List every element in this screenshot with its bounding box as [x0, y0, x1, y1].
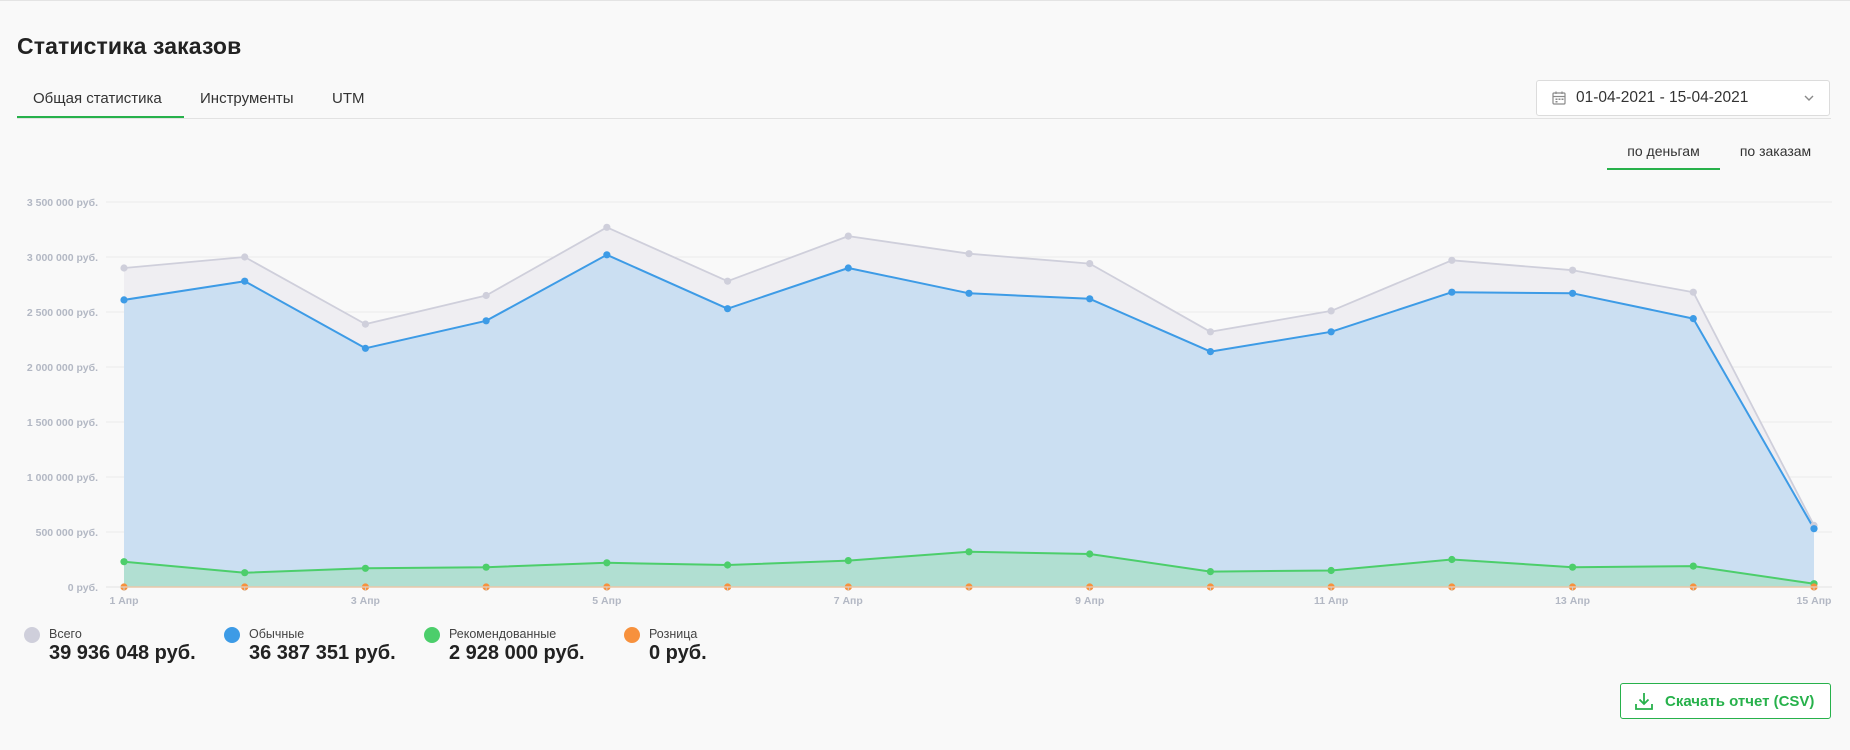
- legend-value: 39 936 048 руб.: [49, 642, 196, 664]
- date-range-picker[interactable]: 01-04-2021 - 15-04-2021: [1536, 80, 1830, 116]
- legend-label: Всего: [49, 627, 82, 641]
- legend-label: Розница: [649, 627, 698, 641]
- data-point: [120, 296, 128, 304]
- data-point: [482, 317, 490, 325]
- area-1: [124, 254, 1814, 588]
- data-point: [1448, 555, 1456, 564]
- data-point: [120, 264, 128, 272]
- data-point: [965, 548, 973, 556]
- data-point: [844, 557, 852, 565]
- tab-by-orders[interactable]: по заказам: [1720, 140, 1831, 170]
- data-point: [1689, 315, 1697, 323]
- legend-label: Обычные: [249, 627, 305, 641]
- y-tick-label: 0 руб.: [68, 582, 98, 594]
- data-point: [1810, 525, 1818, 533]
- page-title: Статистика заказов: [17, 33, 242, 59]
- legend-value: 0 руб.: [649, 642, 707, 664]
- data-point: [603, 251, 611, 259]
- data-point: [1327, 328, 1335, 336]
- data-point: [482, 291, 490, 300]
- download-csv-label: Скачать отчет (CSV): [1665, 692, 1815, 710]
- data-point: [844, 232, 852, 240]
- x-tick-label: 1 Апр: [109, 595, 138, 607]
- y-tick-label: 500 000 руб.: [36, 527, 98, 539]
- data-point: [844, 264, 852, 272]
- data-point: [1448, 288, 1456, 296]
- legend-dot: [424, 627, 440, 643]
- x-tick-label: 15 Апр: [1797, 595, 1832, 607]
- orders-area-chart: 0 руб. 500 000 руб. 1 000 000 руб. 1 500 00…: [27, 197, 1832, 607]
- metric-mode-tabs: по деньгам по заказам: [1607, 140, 1831, 170]
- data-point: [1206, 568, 1215, 576]
- data-point: [241, 253, 249, 261]
- x-tick-label: 11 Апр: [1314, 595, 1348, 607]
- data-point: [1086, 295, 1094, 303]
- data-point: [1206, 328, 1215, 336]
- data-point: [965, 289, 973, 297]
- y-tick-label: 2 500 000 руб.: [27, 307, 98, 319]
- x-tick-label: 3 Апр: [351, 595, 380, 607]
- legend-value: 2 928 000 руб.: [449, 642, 585, 664]
- stats-tabs: Общая статистика Инструменты UTM: [17, 84, 1831, 119]
- tab-label: Общая статистика: [33, 90, 162, 107]
- data-point: [1327, 566, 1335, 575]
- tab-label: UTM: [332, 90, 365, 107]
- data-point: [1086, 550, 1094, 558]
- mode-tab-label: по заказам: [1739, 143, 1812, 159]
- y-tick-label: 1 500 000 руб.: [27, 417, 98, 429]
- legend-value: 36 387 351 руб.: [249, 642, 396, 664]
- download-icon: [1635, 693, 1653, 710]
- calendar-icon: [1552, 91, 1566, 105]
- data-point: [1448, 256, 1456, 264]
- tab-label: Инструменты: [200, 90, 294, 107]
- data-point: [1206, 348, 1215, 356]
- tab-tools[interactable]: Инструменты: [184, 84, 316, 118]
- data-point: [1327, 307, 1335, 315]
- y-tick-label: 3 500 000 руб.: [27, 197, 98, 209]
- data-point: [1689, 562, 1697, 570]
- data-point: [241, 277, 249, 285]
- data-point: [1086, 260, 1094, 268]
- mode-tab-label: по деньгам: [1627, 143, 1700, 159]
- chevron-down-icon: [1804, 95, 1814, 101]
- data-point: [1568, 563, 1577, 571]
- data-point: [482, 563, 490, 571]
- data-point: [120, 558, 128, 566]
- date-range-value: 01-04-2021 - 15-04-2021: [1576, 89, 1749, 106]
- data-point: [723, 305, 732, 313]
- y-tick-label: 2 000 000 руб.: [27, 362, 98, 374]
- legend-label: Рекомендованные: [449, 627, 557, 641]
- x-tick-label: 7 Апр: [834, 595, 863, 607]
- area-2: [124, 551, 1814, 587]
- data-point: [965, 250, 973, 258]
- download-csv-button[interactable]: Скачать отчет (CSV): [1620, 683, 1831, 719]
- y-tick-label: 3 000 000 руб.: [27, 252, 98, 264]
- tab-by-money[interactable]: по деньгам: [1607, 140, 1720, 170]
- legend-dot: [224, 627, 240, 643]
- tab-general-stats[interactable]: Общая статистика: [17, 84, 184, 118]
- data-point: [361, 344, 370, 352]
- data-point: [1568, 289, 1577, 297]
- x-tick-label: 13 Апр: [1555, 595, 1590, 607]
- data-point: [241, 569, 249, 577]
- legend-dot: [624, 627, 640, 643]
- data-point: [361, 564, 370, 572]
- data-point: [361, 320, 370, 328]
- x-tick-label: 9 Апр: [1075, 595, 1104, 607]
- top-border: [0, 0, 1850, 1]
- data-point: [1689, 288, 1697, 296]
- legend-dot: [24, 627, 40, 643]
- y-tick-label: 1 000 000 руб.: [27, 472, 98, 484]
- data-point: [1568, 266, 1577, 274]
- data-point: [603, 559, 611, 567]
- data-point: [723, 561, 732, 569]
- tab-utm[interactable]: UTM: [316, 84, 382, 118]
- x-tick-label: 5 Апр: [592, 595, 621, 607]
- data-point: [723, 277, 732, 285]
- data-point: [603, 223, 611, 231]
